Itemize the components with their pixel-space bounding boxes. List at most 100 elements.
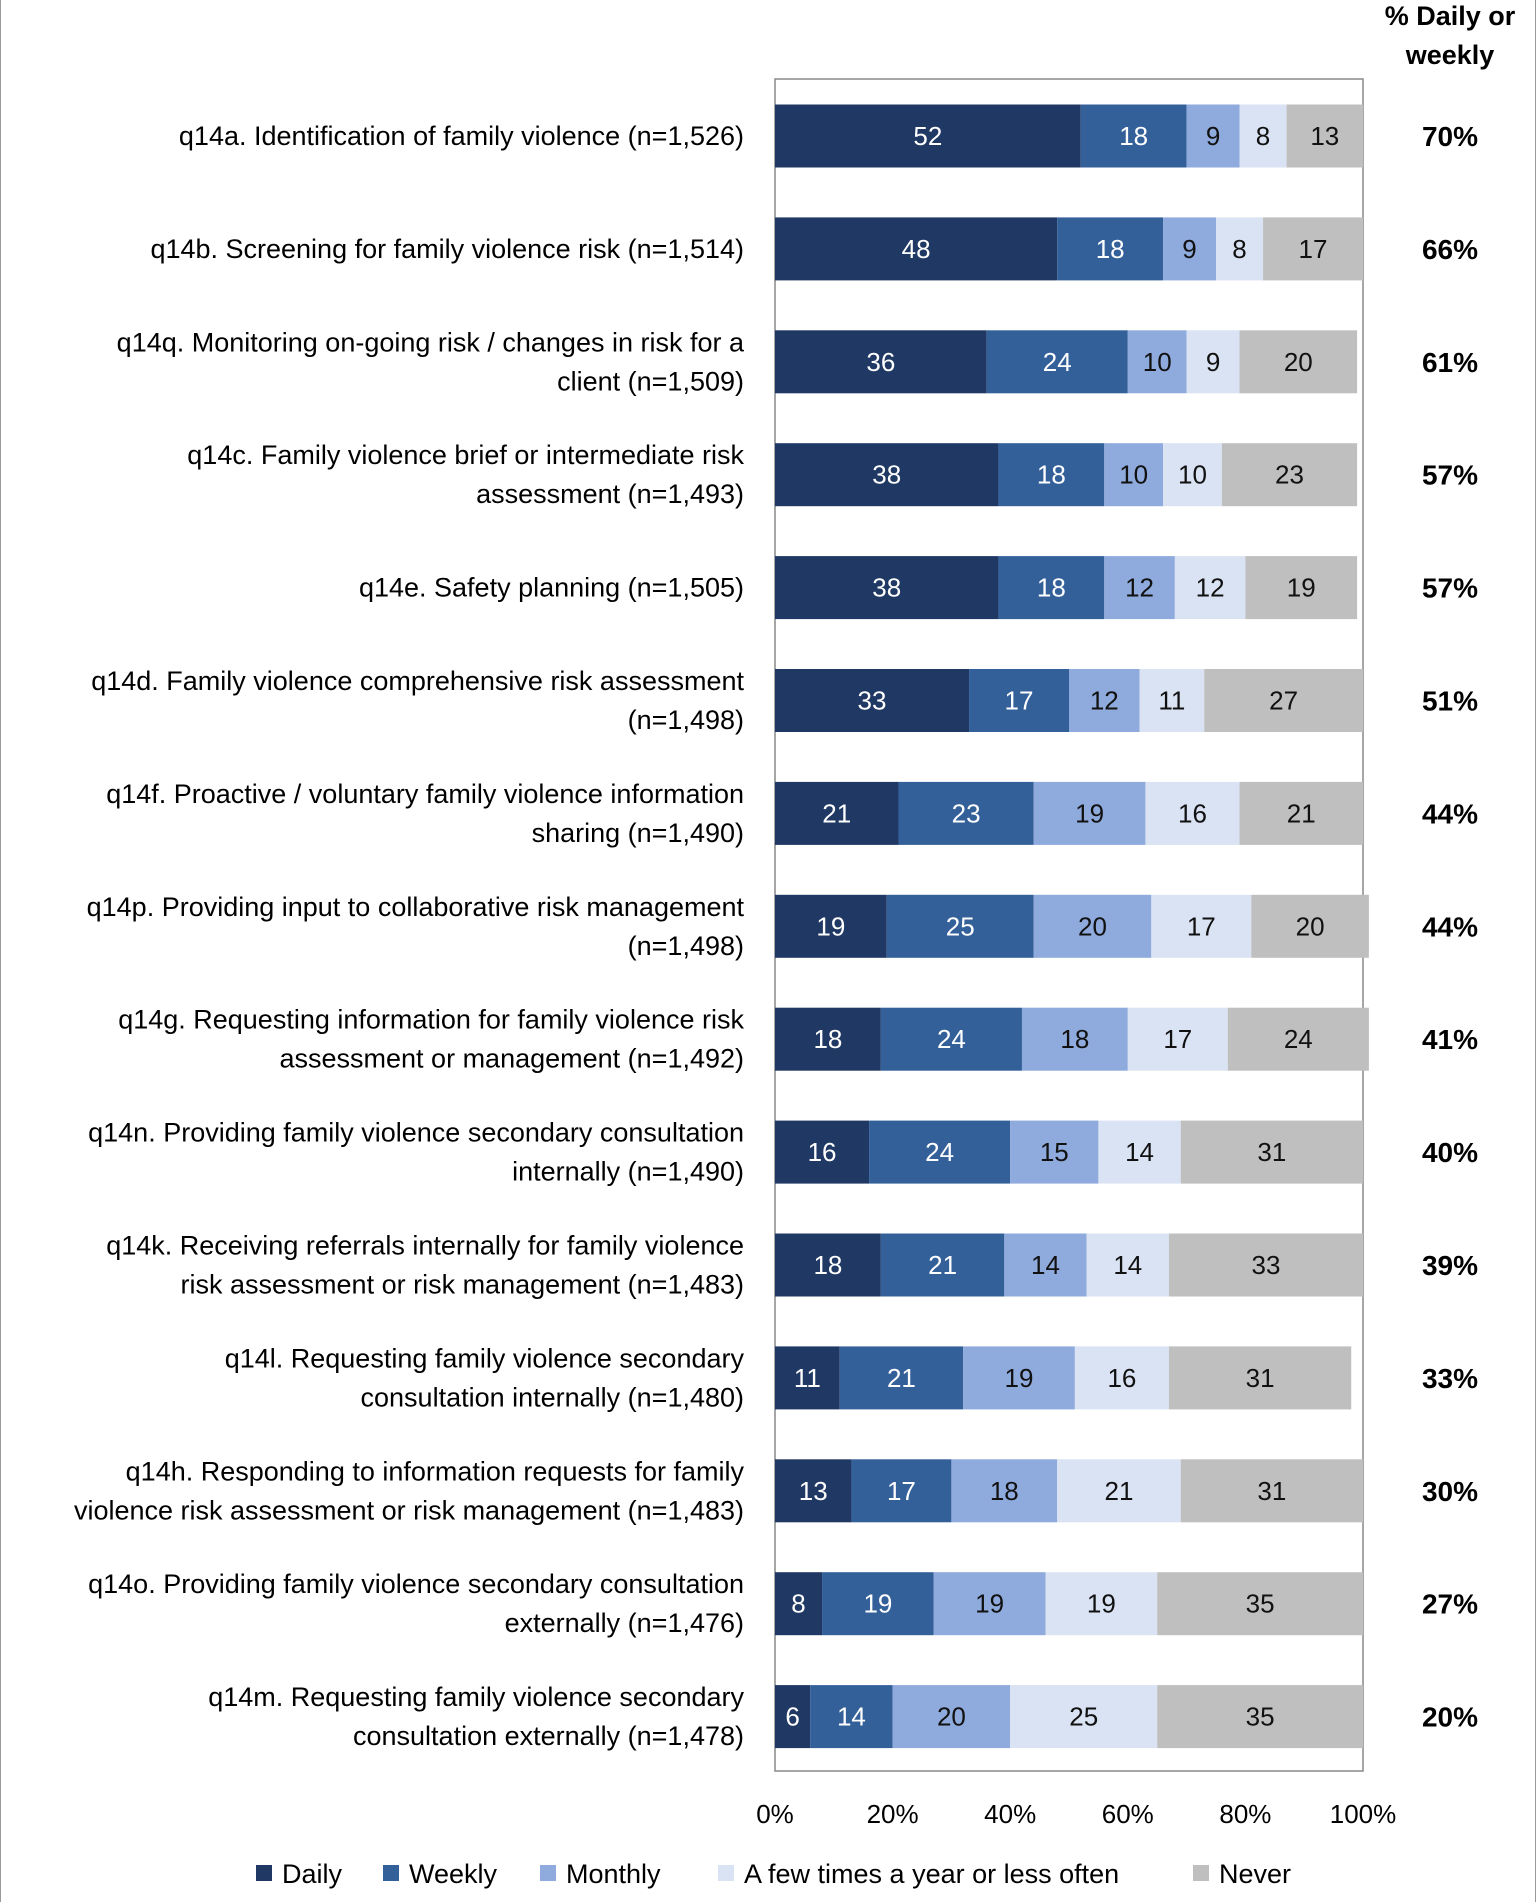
bar-segment-monthly <box>1033 894 1152 958</box>
bar-segment-never <box>1157 1572 1363 1636</box>
data-label: 20 <box>937 1702 966 1732</box>
data-label: 11 <box>794 1363 821 1393</box>
data-label: 14 <box>1125 1137 1154 1167</box>
bar-segment-a-few-times-a-year-or-less-often <box>1057 1459 1181 1523</box>
category-label: consultation externally (n=1,478) <box>353 1721 744 1751</box>
bar-segment-monthly <box>1104 443 1164 507</box>
bar-segment-daily <box>775 1120 870 1184</box>
bar-segment-weekly <box>969 669 1069 732</box>
bar-segment-weekly <box>810 1685 893 1749</box>
data-label: 38 <box>872 460 901 490</box>
category-label: consultation internally (n=1,480) <box>361 1382 744 1412</box>
data-label: 48 <box>902 234 931 264</box>
daily-or-weekly-value: 20% <box>1422 1702 1478 1733</box>
category-label: q14n. Providing family violence secondar… <box>88 1118 744 1148</box>
data-label: 12 <box>1125 573 1154 603</box>
bar-segment-daily <box>775 1572 823 1636</box>
category-label: q14o. Providing family violence secondar… <box>88 1569 744 1599</box>
data-label: 24 <box>925 1137 954 1167</box>
bar-segment-daily <box>775 1007 881 1071</box>
data-label: 24 <box>1284 1024 1313 1054</box>
daily-or-weekly-value: 70% <box>1422 121 1478 152</box>
data-label: 19 <box>1287 573 1316 603</box>
daily-or-weekly-value: 61% <box>1422 347 1478 378</box>
bar-segment-weekly <box>1057 217 1164 281</box>
data-label: 31 <box>1257 1476 1286 1506</box>
bar-segment-never <box>1239 330 1358 394</box>
data-label: 52 <box>913 121 942 151</box>
bar-segment-never <box>1168 1346 1352 1410</box>
legend-swatch <box>1193 1865 1209 1881</box>
legend-swatch <box>540 1865 556 1881</box>
bar-segment-a-few-times-a-year-or-less-often <box>1098 1120 1181 1184</box>
bar-segment-monthly <box>933 1572 1046 1636</box>
x-tick-label: 0% <box>756 1799 794 1829</box>
legend-label: Monthly <box>566 1859 661 1889</box>
data-label: 24 <box>937 1024 966 1054</box>
bar-segment-daily <box>775 330 987 394</box>
legend-label: Weekly <box>409 1859 498 1889</box>
data-label: 8 <box>1232 234 1246 264</box>
data-label: 17 <box>1299 234 1328 264</box>
legend-label: A few times a year or less often <box>744 1859 1119 1889</box>
legend-swatch <box>256 1865 272 1881</box>
bar-segment-weekly <box>880 1007 1022 1071</box>
bar-segment-monthly <box>963 1346 1075 1410</box>
bar-segment-a-few-times-a-year-or-less-often <box>1086 1233 1169 1297</box>
data-label: 14 <box>837 1702 866 1732</box>
bar-segment-daily <box>775 781 899 845</box>
data-label: 35 <box>1246 1589 1275 1619</box>
data-label: 10 <box>1143 347 1172 377</box>
bar-segment-weekly <box>822 1572 934 1636</box>
bar-segment-monthly <box>1069 669 1140 732</box>
bar-segment-weekly <box>898 781 1034 845</box>
bar-segment-never <box>1286 104 1363 168</box>
daily-or-weekly-value: 51% <box>1422 686 1478 717</box>
bar-segment-never <box>1251 894 1369 958</box>
legend-label: Never <box>1219 1859 1291 1889</box>
bar-segment-daily <box>775 104 1081 168</box>
data-label: 21 <box>1287 798 1316 828</box>
data-label: 16 <box>1107 1363 1136 1393</box>
daily-or-weekly-value: 33% <box>1422 1363 1478 1394</box>
data-label: 15 <box>1040 1137 1069 1167</box>
daily-or-weekly-value: 27% <box>1422 1589 1478 1620</box>
category-label: (n=1,498) <box>628 931 744 961</box>
category-label: q14f. Proactive / voluntary family viole… <box>106 779 744 809</box>
category-label: q14b. Screening for family violence risk… <box>150 234 744 264</box>
data-label: 17 <box>887 1476 916 1506</box>
category-label: assessment or management (n=1,492) <box>280 1044 745 1074</box>
bar-segment-a-few-times-a-year-or-less-often <box>1010 1685 1158 1749</box>
category-label: q14a. Identification of family violence … <box>179 121 744 151</box>
category-label: q14e. Safety planning (n=1,505) <box>359 573 744 603</box>
data-label: 13 <box>799 1476 828 1506</box>
category-label: q14g. Requesting information for family … <box>118 1005 744 1035</box>
data-label: 8 <box>791 1589 805 1619</box>
category-label: client (n=1,509) <box>557 366 744 396</box>
bar-segment-weekly <box>880 1233 1005 1297</box>
category-label: q14d. Family violence comprehensive risk… <box>91 666 744 696</box>
daily-or-weekly-value: 66% <box>1422 234 1478 265</box>
bar-segment-a-few-times-a-year-or-less-often <box>1216 217 1264 281</box>
category-label: (n=1,498) <box>628 705 744 735</box>
x-tick-label: 60% <box>1102 1799 1154 1829</box>
category-label: q14h. Responding to information requests… <box>126 1456 745 1486</box>
daily-or-weekly-value: 39% <box>1422 1250 1478 1281</box>
daily-or-weekly-value: 30% <box>1422 1476 1478 1507</box>
bar-segment-daily <box>775 1346 840 1410</box>
bar-segment-weekly <box>851 1459 952 1523</box>
data-label: 18 <box>1060 1024 1089 1054</box>
data-label: 20 <box>1296 911 1325 941</box>
data-label: 11 <box>1158 686 1185 716</box>
data-label: 19 <box>1005 1363 1034 1393</box>
category-label: externally (n=1,476) <box>505 1608 744 1638</box>
data-label: 10 <box>1178 460 1207 490</box>
bar-segment-a-few-times-a-year-or-less-often <box>1074 1346 1169 1410</box>
x-tick-label: 40% <box>984 1799 1036 1829</box>
bar-segment-a-few-times-a-year-or-less-often <box>1186 330 1240 394</box>
bar-segment-monthly <box>892 1685 1011 1749</box>
bar-segment-weekly <box>869 1120 1011 1184</box>
data-label: 18 <box>1037 460 1066 490</box>
bar-segment-monthly <box>951 1459 1058 1523</box>
